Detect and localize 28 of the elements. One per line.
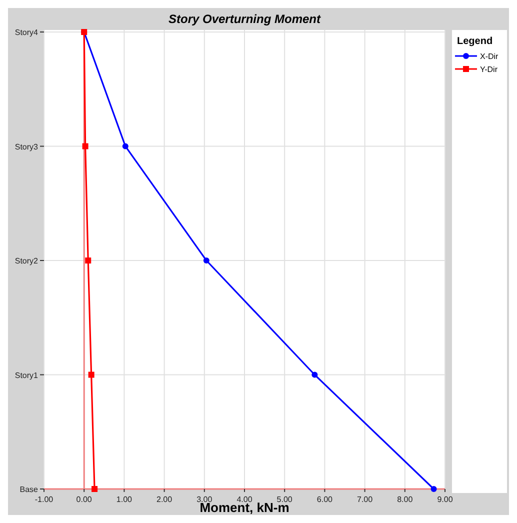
x-tick-label: 7.00 [357, 495, 374, 504]
y-tick-label: Story3 [14, 142, 39, 152]
chart-title: Story Overturning Moment [168, 12, 322, 26]
point [88, 372, 94, 378]
x-tick-label: 9.00 [437, 495, 454, 504]
point [312, 372, 318, 378]
x-tick-label: 5.00 [276, 495, 293, 504]
y-tick-label: Story4 [14, 28, 39, 37]
point [122, 143, 128, 150]
x-tick-label: 2.00 [156, 495, 173, 504]
x-tick-label: 4.00 [236, 495, 253, 504]
x-tick-label: 8.00 [397, 495, 414, 504]
legend-label: Y-Dir [480, 65, 498, 74]
y-tick-label: Story2 [14, 256, 39, 266]
legend-label: X-Dir [480, 52, 499, 61]
point [430, 486, 437, 492]
x-tick-label: 6.00 [316, 495, 334, 504]
point [203, 258, 210, 264]
point [82, 143, 88, 150]
legend-title: Legend [457, 36, 493, 47]
point [92, 486, 98, 492]
x-tick-label: -1.00 [34, 495, 54, 504]
x-tick-label: 3.00 [196, 495, 213, 504]
y-tick-label: Story1 [14, 370, 39, 380]
x-tick-label: 0.00 [76, 495, 92, 504]
point [85, 258, 92, 264]
x-tick-label: 1.00 [116, 495, 133, 504]
y-tick-label: Base [20, 485, 39, 494]
